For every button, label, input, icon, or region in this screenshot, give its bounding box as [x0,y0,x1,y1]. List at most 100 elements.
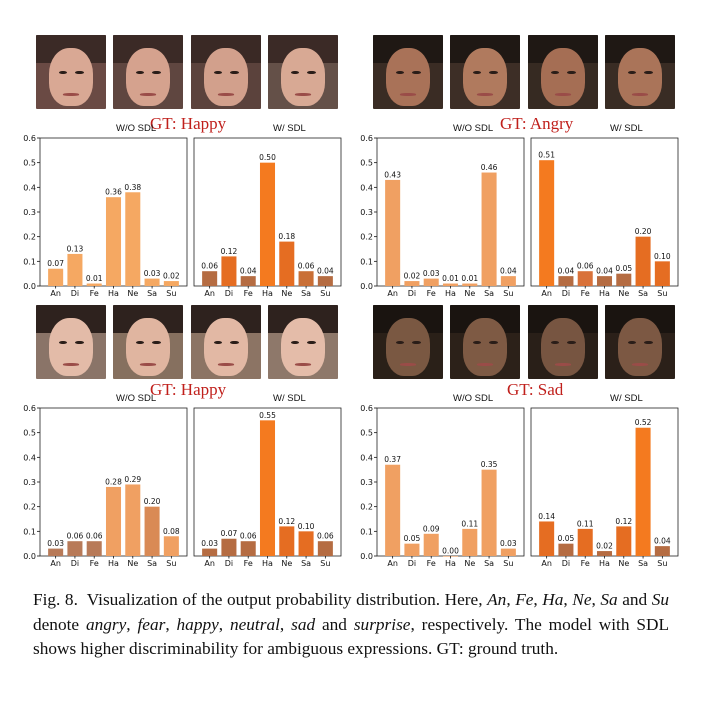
bar [67,253,83,286]
x-tick-label: Ne [281,289,292,298]
x-tick-label: Su [503,559,513,568]
x-tick-label: Sa [147,559,157,568]
bar [423,533,439,556]
bar-chart-svg: 0.0 0.1 0.2 0.3 0.4 0.5 0.6 0.03 An 0.06 Di 0.06 Fe 0… [23,404,342,568]
x-tick-label: Fe [427,559,436,568]
bar [654,546,670,556]
y-tick-label: 0.5 [360,429,373,438]
y-tick-label: 0.5 [23,159,36,168]
subplot-title: W/O SDL [453,123,494,134]
x-tick-label: Ne [618,289,629,298]
y-tick-label: 0.5 [23,429,36,438]
bar [86,283,102,286]
bar [596,551,613,556]
x-tick-label: An [387,559,398,568]
face-thumbnail [113,35,183,109]
bar-value-label: 0.29 [124,475,141,484]
bar-value-label: 0.02 [404,272,421,281]
face-thumbnail [191,305,261,379]
x-tick-label: Ha [599,289,610,298]
bar [163,281,179,286]
x-tick-label: An [50,289,61,298]
bar-value-label: 0.35 [481,460,498,469]
x-tick-label: Su [657,559,667,568]
bar-value-label: 0.08 [163,527,180,536]
y-tick-label: 0.4 [360,453,373,462]
x-tick-label: Su [320,559,330,568]
x-tick-label: Sa [147,289,157,298]
bar-value-label: 0.51 [538,151,555,160]
face-thumbnail [450,35,520,109]
bar-value-label: 0.28 [105,477,122,486]
y-tick-label: 0.6 [360,134,373,143]
face-thumbnail [373,35,443,109]
bar [404,543,420,556]
caption-text: , [563,590,573,609]
caption-term: angry [85,614,127,634]
bar [616,526,632,556]
bar-value-label: 0.11 [577,519,594,528]
bar [240,541,256,556]
y-tick-label: 0.1 [23,527,36,536]
face-thumbnail [528,305,598,379]
bar-value-label: 0.01 [86,274,103,283]
face-thumbnail [373,305,443,379]
bar [462,283,478,286]
x-tick-label: Fe [244,289,253,298]
x-tick-label: Fe [581,559,590,568]
x-tick-label: Su [166,289,176,298]
bar-value-label: 0.52 [635,418,652,427]
ground-truth-label: GT: Happy [150,380,227,399]
bar [221,538,237,556]
caption-text: , [506,590,516,609]
y-tick-label: 0.2 [23,233,36,242]
bar-value-label: 0.06 [577,262,594,271]
x-tick-label: Ne [618,559,629,568]
bar [202,548,218,556]
x-tick-label: Di [71,559,79,568]
bar-value-label: 0.05 [404,534,421,543]
bar-value-label: 0.38 [124,183,141,192]
subplot-title: W/O SDL [116,393,157,404]
face-thumbnail [191,35,261,109]
x-tick-label: Fe [244,559,253,568]
caption-term: Ne [572,590,592,609]
y-tick-label: 0.3 [360,478,373,487]
ground-truth-label: GT: Angry [500,114,574,133]
bar-value-label: 0.04 [317,267,334,276]
caption-text: , [165,614,177,634]
x-tick-label: Sa [484,289,494,298]
bar [558,543,574,556]
bar [48,268,64,286]
x-tick-label: Fe [427,289,436,298]
x-tick-label: Ne [464,559,475,568]
bar-value-label: 0.04 [654,537,671,546]
bar-value-label: 0.09 [423,524,440,533]
subplot-title: W/ SDL [610,123,643,134]
bar-value-label: 0.04 [558,267,575,276]
caption-term: happy [176,614,219,634]
x-tick-label: Sa [638,559,648,568]
bar [317,276,333,286]
y-tick-label: 0.2 [360,233,373,242]
bar [442,283,459,286]
x-tick-label: An [204,559,215,568]
bar-value-label: 0.55 [259,411,276,420]
bar [635,236,651,286]
subplot-title: W/O SDL [116,123,157,134]
bar [423,278,439,286]
bar [577,271,593,286]
y-tick-label: 0.6 [23,404,36,413]
y-tick-label: 0.3 [23,208,36,217]
face-thumbnail [268,35,338,109]
caption-prefix: Fig. 8. [33,590,78,609]
bar [404,281,420,286]
x-tick-label: Su [166,559,176,568]
bar [481,469,497,556]
caption-term: Sa [600,590,618,609]
x-tick-label: Ne [464,289,475,298]
bar [385,179,401,286]
bar [500,548,516,556]
bar [616,273,632,286]
y-tick-label: 0.1 [360,257,373,266]
